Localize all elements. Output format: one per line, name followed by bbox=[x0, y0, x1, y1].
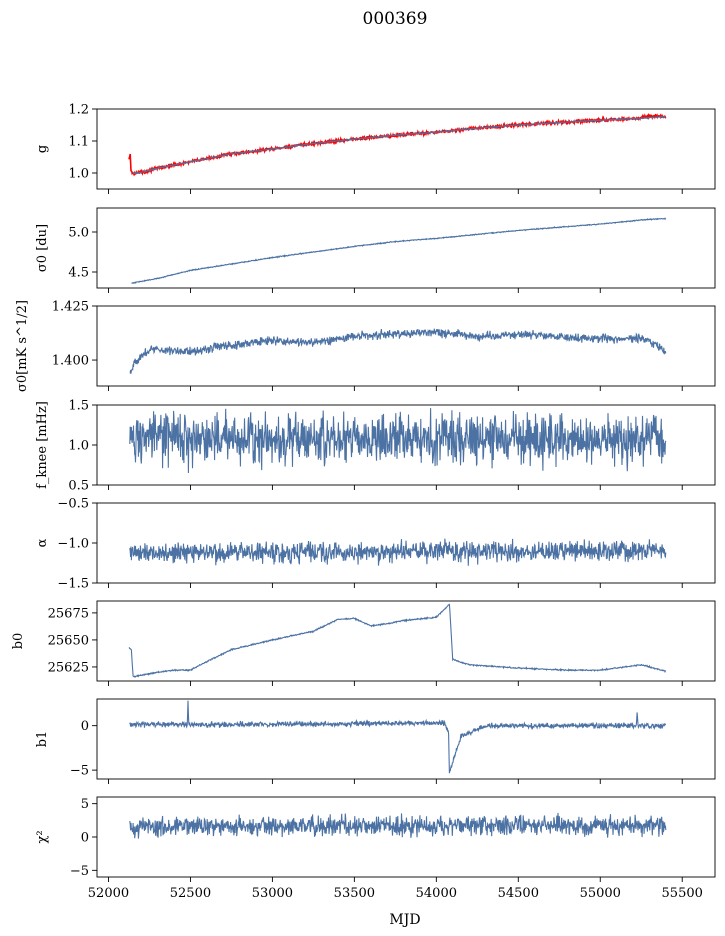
y-tick-label-sigma0_mk-0: 1.400 bbox=[52, 354, 89, 369]
series-line-b1-0 bbox=[129, 700, 667, 774]
x-axis-label: MJD bbox=[389, 912, 420, 928]
y-tick-label-sigma0-1: 5.0 bbox=[68, 226, 89, 241]
y-tick-label-g-0: 1.0 bbox=[68, 167, 89, 182]
x-tick-label-6: 55000 bbox=[580, 886, 621, 901]
panel-b1: −5 0 b1 bbox=[35, 698, 716, 784]
y-tick-label-b1-0: −5 bbox=[70, 764, 89, 779]
x-tick-label-1: 52500 bbox=[170, 886, 211, 901]
panel-frame-sigma0 bbox=[96, 207, 716, 289]
y-axis-label-b0: b0 bbox=[11, 633, 26, 650]
y-tick-label-b0-1: 25650 bbox=[48, 633, 89, 648]
series-line-g-1 bbox=[132, 115, 667, 175]
x-tick-label-7: 55500 bbox=[662, 886, 703, 901]
panel-g: 1.0 1.1 1.2 g bbox=[35, 103, 716, 194]
y-axis-label-chi2: χ² bbox=[35, 830, 50, 843]
panel-fknee: 0.5 1.0 1.5 f_knee [mHz] bbox=[35, 399, 716, 494]
series-line-fknee-0 bbox=[129, 408, 667, 474]
panel-alpha: −1.5 −1.0 −0.5 α bbox=[35, 497, 716, 592]
x-tick-label-5: 54500 bbox=[498, 886, 539, 901]
y-tick-label-alpha-2: −0.5 bbox=[57, 497, 89, 512]
series-line-b0-0 bbox=[128, 603, 667, 678]
x-tick-label-0: 52000 bbox=[88, 886, 129, 901]
series-line-chi2-0 bbox=[129, 812, 667, 839]
series-line-sigma0_mk-0 bbox=[129, 328, 667, 374]
panel-b0: 25625 25650 25675 b0 bbox=[11, 600, 716, 686]
y-tick-label-b0-2: 25675 bbox=[48, 606, 89, 621]
series-line-g-0 bbox=[128, 112, 667, 177]
y-axis-label-sigma0: σ0 [du] bbox=[35, 224, 50, 272]
x-tick-label-4: 54000 bbox=[416, 886, 457, 901]
series-line-sigma0-0 bbox=[131, 217, 667, 284]
y-tick-label-g-1: 1.1 bbox=[68, 135, 89, 150]
y-axis-label-alpha: α bbox=[35, 538, 50, 547]
panel-sigma0_mk: 1.400 1.425 σ0[mK s^1/2] bbox=[15, 300, 716, 392]
y-tick-label-fknee-0: 0.5 bbox=[68, 479, 89, 494]
panel-frame-sigma0_mk bbox=[96, 305, 716, 387]
y-tick-label-sigma0-0: 4.5 bbox=[68, 266, 89, 281]
y-axis-label-fknee: f_knee [mHz] bbox=[35, 401, 50, 489]
panel-frame-b1 bbox=[96, 698, 716, 780]
x-tick-label-2: 53000 bbox=[252, 886, 293, 901]
y-axis-label-b1: b1 bbox=[35, 731, 50, 748]
y-tick-label-b1-1: 0 bbox=[81, 719, 89, 734]
y-tick-label-fknee-1: 1.0 bbox=[68, 439, 89, 454]
series-line-alpha-0 bbox=[129, 538, 667, 566]
y-tick-label-alpha-1: −1.0 bbox=[57, 537, 89, 552]
y-axis-label-g: g bbox=[35, 145, 50, 153]
figure-title: 000369 bbox=[363, 9, 428, 29]
y-tick-label-fknee-2: 1.5 bbox=[68, 399, 89, 414]
y-tick-label-alpha-0: −1.5 bbox=[57, 577, 89, 592]
y-tick-label-sigma0_mk-1: 1.425 bbox=[52, 300, 89, 315]
panel-chi2: −5 0 5 52000 52500 53000 53500 54000 54500 55000 5… bbox=[35, 796, 716, 901]
y-axis-label-sigma0_mk: σ0[mK s^1/2] bbox=[15, 300, 30, 392]
y-tick-label-b0-0: 25625 bbox=[48, 660, 89, 675]
panel-frame-b0 bbox=[96, 600, 716, 682]
x-tick-label-3: 53500 bbox=[334, 886, 375, 901]
y-tick-label-chi2-2: 5 bbox=[81, 797, 89, 812]
panel-sigma0: 4.5 5.0 σ0 [du] bbox=[35, 207, 716, 293]
panel-frame-g bbox=[96, 108, 716, 190]
panels: 1.0 1.1 1.2 g 4.5 5.0 σ0 [du] 1.400 1.425 σ0[mK s… bbox=[11, 103, 716, 901]
y-tick-label-chi2-1: 0 bbox=[81, 831, 89, 846]
panel-frame-chi2 bbox=[96, 796, 716, 878]
y-tick-label-g-2: 1.2 bbox=[68, 103, 89, 118]
y-tick-label-chi2-0: −5 bbox=[70, 864, 89, 879]
